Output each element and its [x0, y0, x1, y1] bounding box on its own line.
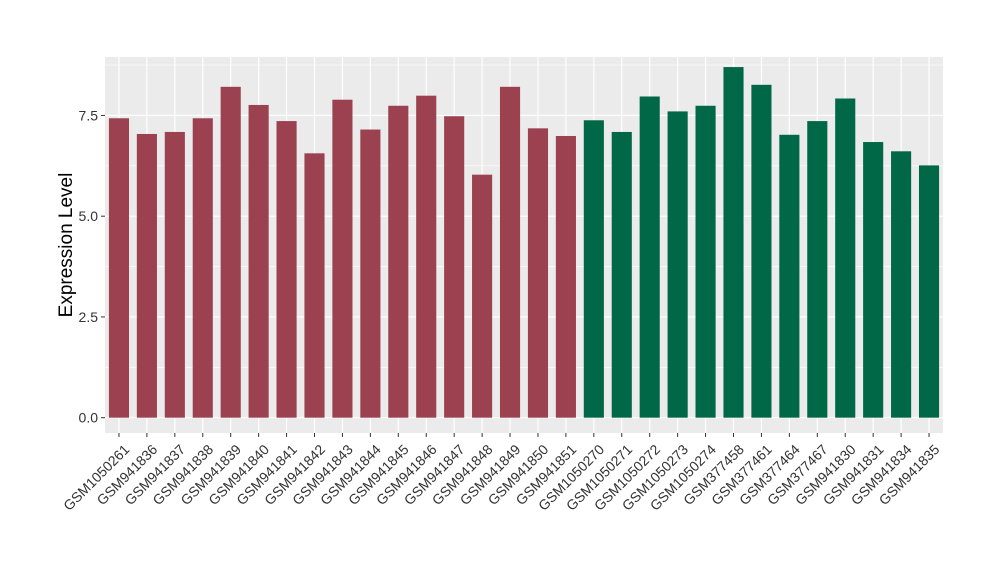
bar-GSM377461 — [751, 84, 772, 418]
y-tick-label: 0.0 — [79, 410, 99, 426]
bar-GSM941847 — [444, 116, 465, 418]
y-axis-title: Expression Level — [56, 173, 77, 318]
bar-GSM941837 — [164, 131, 185, 418]
bar-GSM941836 — [136, 133, 157, 418]
bar-GSM941842 — [304, 153, 325, 418]
bar-GSM941849 — [499, 86, 521, 418]
bar-GSM941844 — [360, 129, 381, 418]
y-tick-label: 5.0 — [79, 208, 99, 224]
y-tick-label: 2.5 — [79, 309, 99, 325]
bar-GSM941851 — [555, 135, 576, 418]
bar-GSM941843 — [332, 99, 353, 418]
bar-GSM377467 — [807, 121, 828, 418]
bar-GSM1050261 — [108, 118, 130, 418]
bar-GSM1050271 — [611, 131, 632, 418]
bar-GSM377458 — [723, 67, 744, 418]
bar-GSM1050272 — [639, 96, 660, 418]
bar-GSM941841 — [276, 121, 297, 418]
bar-GSM377464 — [779, 134, 800, 418]
bar-GSM941831 — [863, 142, 884, 418]
bar-GSM941840 — [248, 104, 269, 418]
bar-GSM1050274 — [695, 105, 716, 418]
bar-GSM941839 — [220, 86, 241, 418]
bar-GSM1050273 — [667, 111, 688, 418]
bar-GSM941834 — [891, 151, 912, 418]
bar-GSM1050270 — [583, 120, 604, 418]
y-tick-label: 7.5 — [79, 107, 99, 123]
bars-layer — [108, 67, 940, 418]
bar-GSM941838 — [192, 118, 213, 418]
bar-GSM941830 — [835, 98, 856, 418]
bar-GSM941848 — [472, 174, 493, 418]
x-axis: GSM1050261GSM941836GSM941837GSM941838GSM… — [60, 433, 943, 514]
bar-GSM941846 — [416, 95, 437, 418]
bar-GSM941835 — [918, 165, 940, 418]
bar-GSM941845 — [388, 105, 409, 418]
plot-panel — [105, 57, 943, 433]
y-axis: 0.0 2.5 5.0 7.5 — [79, 107, 105, 426]
bar-GSM941850 — [527, 128, 549, 418]
